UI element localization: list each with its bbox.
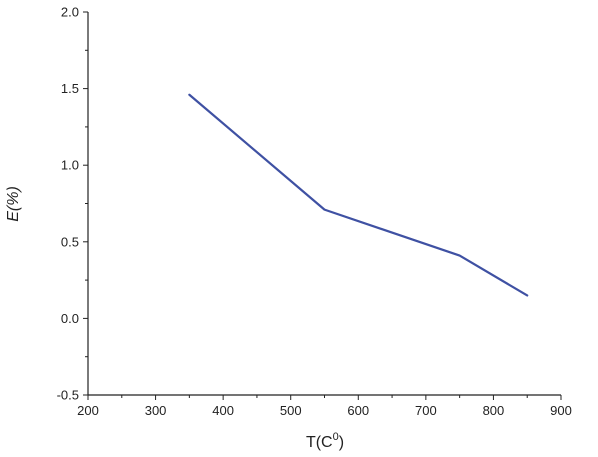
- x-tick-label: 400: [212, 403, 234, 418]
- x-tick-label: 600: [347, 403, 369, 418]
- x-tick-label: 700: [415, 403, 437, 418]
- x-axis-label-main: T(C: [306, 434, 333, 451]
- x-tick-label: 500: [280, 403, 302, 418]
- ticks-layer: [83, 11, 562, 400]
- x-axis-label: T(C0): [306, 431, 344, 451]
- series-layer: [188, 93, 529, 297]
- y-axis-label: E(%): [5, 186, 22, 222]
- tick-labels-layer: 200 300 400 500 600 700 800 900 -0.5 0.0 0.5 1.0 1.5…: [57, 5, 572, 419]
- x-tick-label: 300: [145, 403, 167, 418]
- x-tick-label: 800: [483, 403, 505, 418]
- x-axis-label-close: ): [339, 434, 344, 451]
- y-tick-label: 0.5: [61, 234, 79, 249]
- x-tick-label: 900: [550, 403, 572, 418]
- axes-layer: [87, 12, 561, 396]
- y-tick-label: 0.0: [61, 311, 79, 326]
- x-axis-label-superscript: 0: [333, 431, 339, 443]
- y-tick-label: 1.0: [61, 158, 79, 173]
- series-line: [188, 93, 529, 297]
- y-tick-label: -0.5: [57, 388, 79, 403]
- y-tick-label: 2.0: [61, 5, 79, 20]
- x-tick-label: 200: [77, 403, 99, 418]
- y-tick-label: 1.5: [61, 81, 79, 96]
